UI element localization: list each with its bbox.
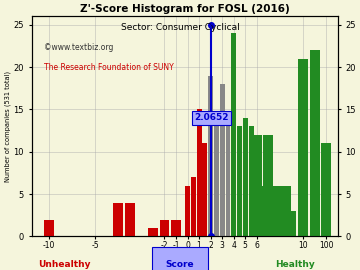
- Text: The Research Foundation of SUNY: The Research Foundation of SUNY: [44, 63, 174, 72]
- Bar: [237, 126, 242, 237]
- Bar: [125, 202, 135, 237]
- Text: Unhealthy: Unhealthy: [39, 260, 91, 269]
- Bar: [220, 84, 225, 237]
- Text: Sector: Consumer Cyclical: Sector: Consumer Cyclical: [121, 23, 239, 32]
- Y-axis label: Number of companies (531 total): Number of companies (531 total): [4, 71, 11, 182]
- Bar: [159, 220, 169, 237]
- Text: ©www.textbiz.org: ©www.textbiz.org: [44, 43, 113, 52]
- Bar: [243, 118, 248, 237]
- Bar: [113, 202, 123, 237]
- Bar: [249, 126, 253, 237]
- Bar: [287, 211, 296, 237]
- Bar: [197, 109, 202, 237]
- Bar: [214, 126, 219, 237]
- Bar: [281, 186, 291, 237]
- Bar: [310, 50, 320, 237]
- Bar: [269, 186, 279, 237]
- Bar: [171, 220, 181, 237]
- Bar: [298, 59, 308, 237]
- Text: Healthy: Healthy: [275, 260, 315, 269]
- Bar: [148, 228, 158, 237]
- Bar: [231, 33, 236, 237]
- Bar: [258, 186, 267, 237]
- Bar: [191, 177, 196, 237]
- Bar: [208, 76, 213, 237]
- Bar: [264, 135, 273, 237]
- Bar: [252, 135, 262, 237]
- Text: 2.0652: 2.0652: [194, 113, 229, 122]
- Bar: [225, 126, 230, 237]
- Bar: [202, 143, 207, 237]
- Bar: [275, 186, 285, 237]
- Title: Z'-Score Histogram for FOSL (2016): Z'-Score Histogram for FOSL (2016): [80, 4, 289, 14]
- Bar: [321, 143, 331, 237]
- Bar: [185, 186, 190, 237]
- Text: Score: Score: [166, 260, 194, 269]
- Bar: [44, 220, 54, 237]
